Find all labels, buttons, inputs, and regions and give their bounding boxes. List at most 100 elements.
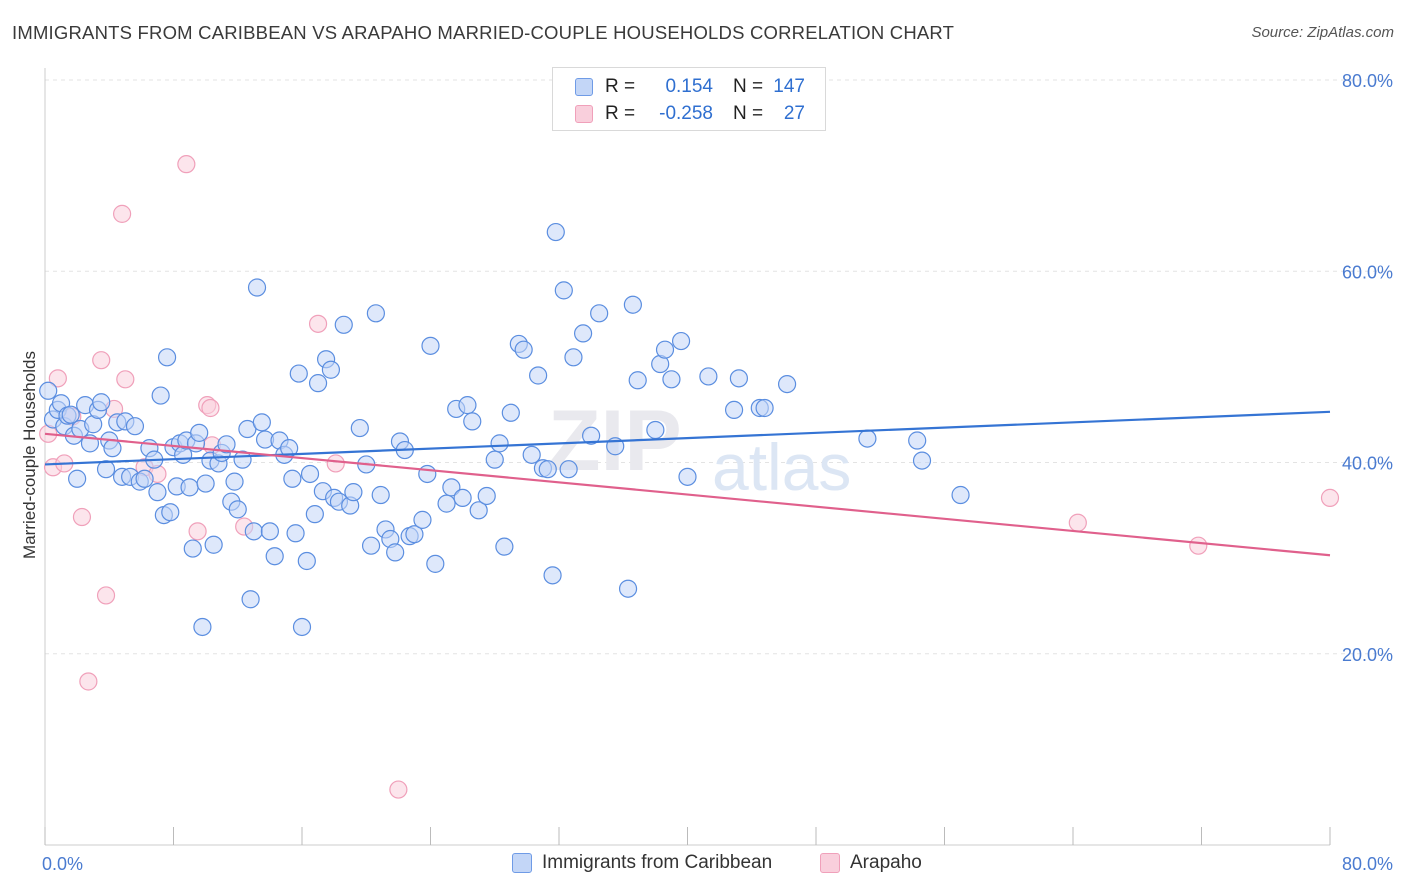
arapaho-point [112,204,132,223]
arapaho-point [389,780,408,799]
caribbean-point [135,469,154,488]
caribbean-point [421,336,440,355]
caribbean-point [618,579,638,598]
caribbean-point [729,369,749,388]
arapaho-point [1320,488,1340,507]
y-tick-label: 20.0% [1342,645,1393,665]
caribbean-point [386,543,405,562]
caribbean-point [485,450,504,469]
legend-swatch-caribbean [575,78,593,96]
caribbean-point [68,469,87,488]
caribbean-point [437,494,456,513]
caribbean-point [260,522,279,541]
caribbean-point [554,281,573,300]
legend-n-value: 27 [783,103,805,124]
series-legend: Immigrants from Caribbean Arapaho [0,852,1406,878]
caribbean-point [283,469,302,488]
caribbean-point [252,413,271,432]
caribbean-point [161,503,180,522]
caribbean-point [96,460,116,479]
caribbean-point [538,460,557,479]
arapaho-point [177,155,196,174]
legend-swatch-caribbean [512,853,532,873]
caribbean-point [344,483,363,502]
legend-label-arapaho: Arapaho [850,852,922,873]
caribbean-point [699,367,718,386]
caribbean-point [289,364,308,383]
legend-r-label: R = [605,76,636,97]
y-tick-label: 60.0% [1342,262,1393,282]
source-credit: Source: ZipAtlas.com [1251,24,1394,41]
caribbean-point [190,423,209,442]
arapaho-point [1068,513,1087,532]
legend-r-value: 0.154 [665,76,713,97]
watermark-atlas: atlas [712,430,851,504]
legend-swatch-arapaho [820,853,840,873]
tick-labels: 20.0% 40.0% 60.0% 80.0% 0.0% 80.0% [42,71,1393,874]
caribbean-point [646,420,665,440]
caribbean-point [183,539,202,558]
correlation-legend: R = 0.154 N = 147 R = -0.258 N = 27 [552,67,826,131]
caribbean-point [573,324,593,343]
arapaho-point [72,507,92,527]
x-tick-label: 0.0% [42,854,83,874]
caribbean-point [418,464,437,484]
legend-item-arapaho: Arapaho [820,852,922,874]
caribbean-point [623,295,642,314]
legend-row-caribbean: R = 0.154 N = 147 [575,74,805,100]
legend-item-caribbean: Immigrants from Caribbean [512,852,772,874]
caribbean-point [405,525,424,544]
x-tick-label: 80.0% [1342,854,1393,874]
chart-title: IMMIGRANTS FROM CARIBBEAN VS ARAPAHO MAR… [12,22,955,43]
arapaho-point [116,370,135,389]
caribbean-point [151,386,170,405]
caribbean-point [204,535,223,554]
caribbean-point [655,340,675,359]
caribbean-point [125,417,145,436]
y-tick-label: 40.0% [1342,454,1393,474]
caribbean-point [543,566,562,585]
caribbean-point [458,396,477,415]
caribbean-point [671,331,691,351]
caribbean-point [265,547,284,566]
caribbean-point [858,429,877,448]
caribbean-point [662,370,681,389]
caribbean-point [297,551,316,571]
caribbean-point [514,340,533,359]
arapaho-point [96,586,116,605]
caribbean-point [193,617,212,637]
caribbean-point [305,505,324,524]
arapaho-point [201,398,220,418]
caribbean-point [247,278,267,297]
caribbean-point [225,472,244,491]
caribbean-point [180,478,199,497]
arapaho-point [48,369,67,388]
legend-n-label: N = [733,76,764,97]
caribbean-point [371,485,390,505]
caribbean-point [477,486,496,506]
caribbean-point [148,483,167,502]
caribbean-point [442,478,461,497]
caribbean-point [724,400,744,420]
legend-row-arapaho: R = -0.258 N = 27 [575,101,805,127]
legend-r-label: R = [605,103,636,124]
axes [44,68,1331,846]
caribbean-point [350,418,369,438]
caribbean-point [196,474,215,493]
arapaho-point [79,672,98,691]
caribbean-trend-line [44,410,1331,466]
y-tick-label: 80.0% [1342,71,1393,91]
caribbean-point [755,398,774,418]
watermark: ZIP atlas [548,393,851,504]
legend-label-caribbean: Immigrants from Caribbean [542,852,773,873]
caribbean-point [241,590,260,609]
caribbean-point [426,554,445,573]
trend-lines [44,410,1331,557]
caribbean-point [413,510,432,529]
caribbean-point [522,445,541,464]
caribbean-point [244,522,263,541]
caribbean-point [564,348,583,367]
caribbean-point [590,304,609,323]
caribbean-point [103,439,122,458]
